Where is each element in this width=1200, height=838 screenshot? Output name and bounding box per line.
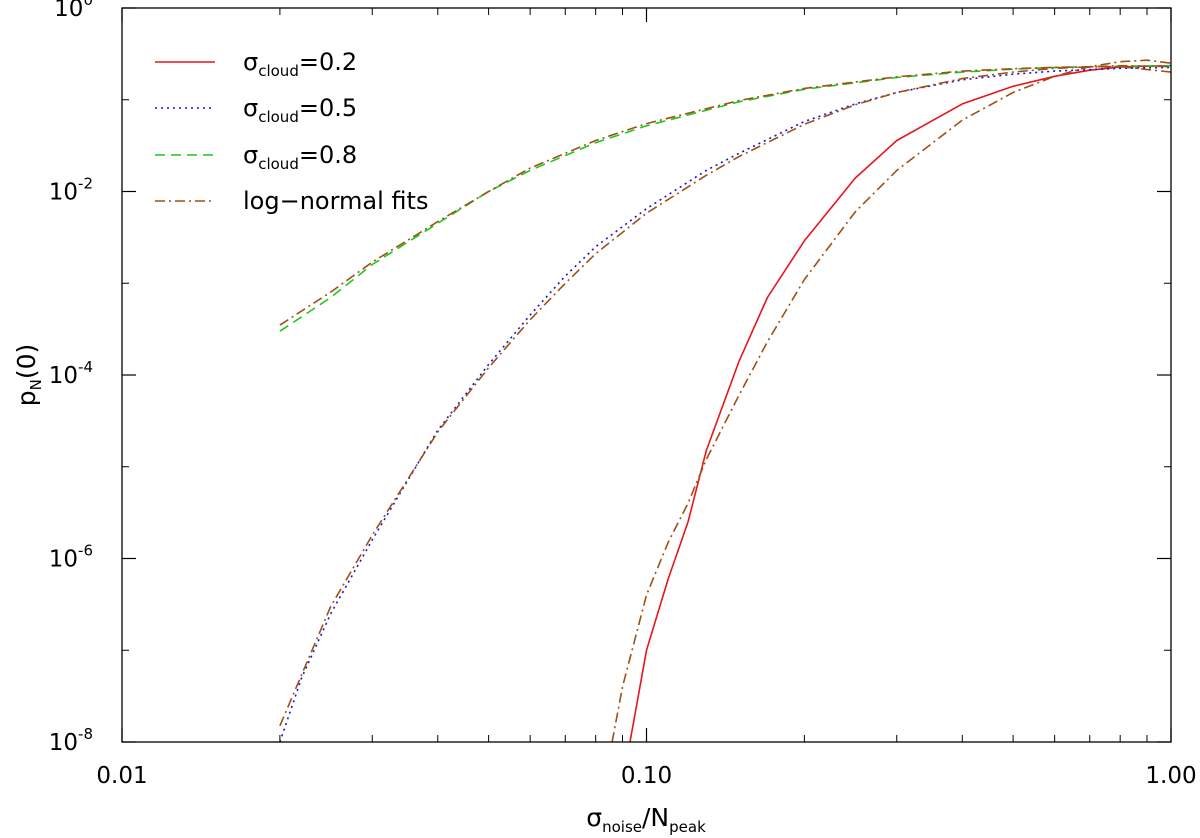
series-line-1	[629, 64, 1171, 742]
series-line-2	[279, 66, 1171, 742]
legend-label-4: log−normal fits	[243, 187, 428, 215]
x-tick-label: 0.10	[621, 763, 672, 789]
x-tick-label: 0.01	[96, 763, 147, 789]
axis-ticks: 0.01 0.10 1.00 10-8 10-6 10-4 10-2 100	[49, 0, 1197, 789]
series-line-5	[279, 64, 1171, 727]
y-tick-label: 10-4	[49, 358, 93, 389]
legend-label-3: σcloud=0.8	[243, 141, 357, 173]
legend: σcloud=0.2 σcloud=0.5 σcloud=0.8 log−normal…	[155, 48, 428, 215]
legend-label-1: σcloud=0.2	[243, 48, 357, 80]
series-line-3	[279, 64, 1171, 332]
plot-curves	[279, 59, 1171, 742]
legend-label-2: σcloud=0.5	[243, 94, 357, 126]
y-axis-label: pN(0)	[12, 344, 45, 407]
y-tick-label: 100	[54, 0, 93, 22]
x-tick-label: 1.00	[1145, 763, 1196, 789]
y-tick-label: 10-8	[49, 725, 93, 756]
y-tick-label: 10-6	[49, 542, 93, 573]
y-tick-label: 10-2	[49, 175, 93, 206]
x-axis-label: σnoise/Npeak	[586, 803, 706, 836]
series-line-6	[611, 59, 1171, 742]
series-line-4	[279, 65, 1171, 326]
